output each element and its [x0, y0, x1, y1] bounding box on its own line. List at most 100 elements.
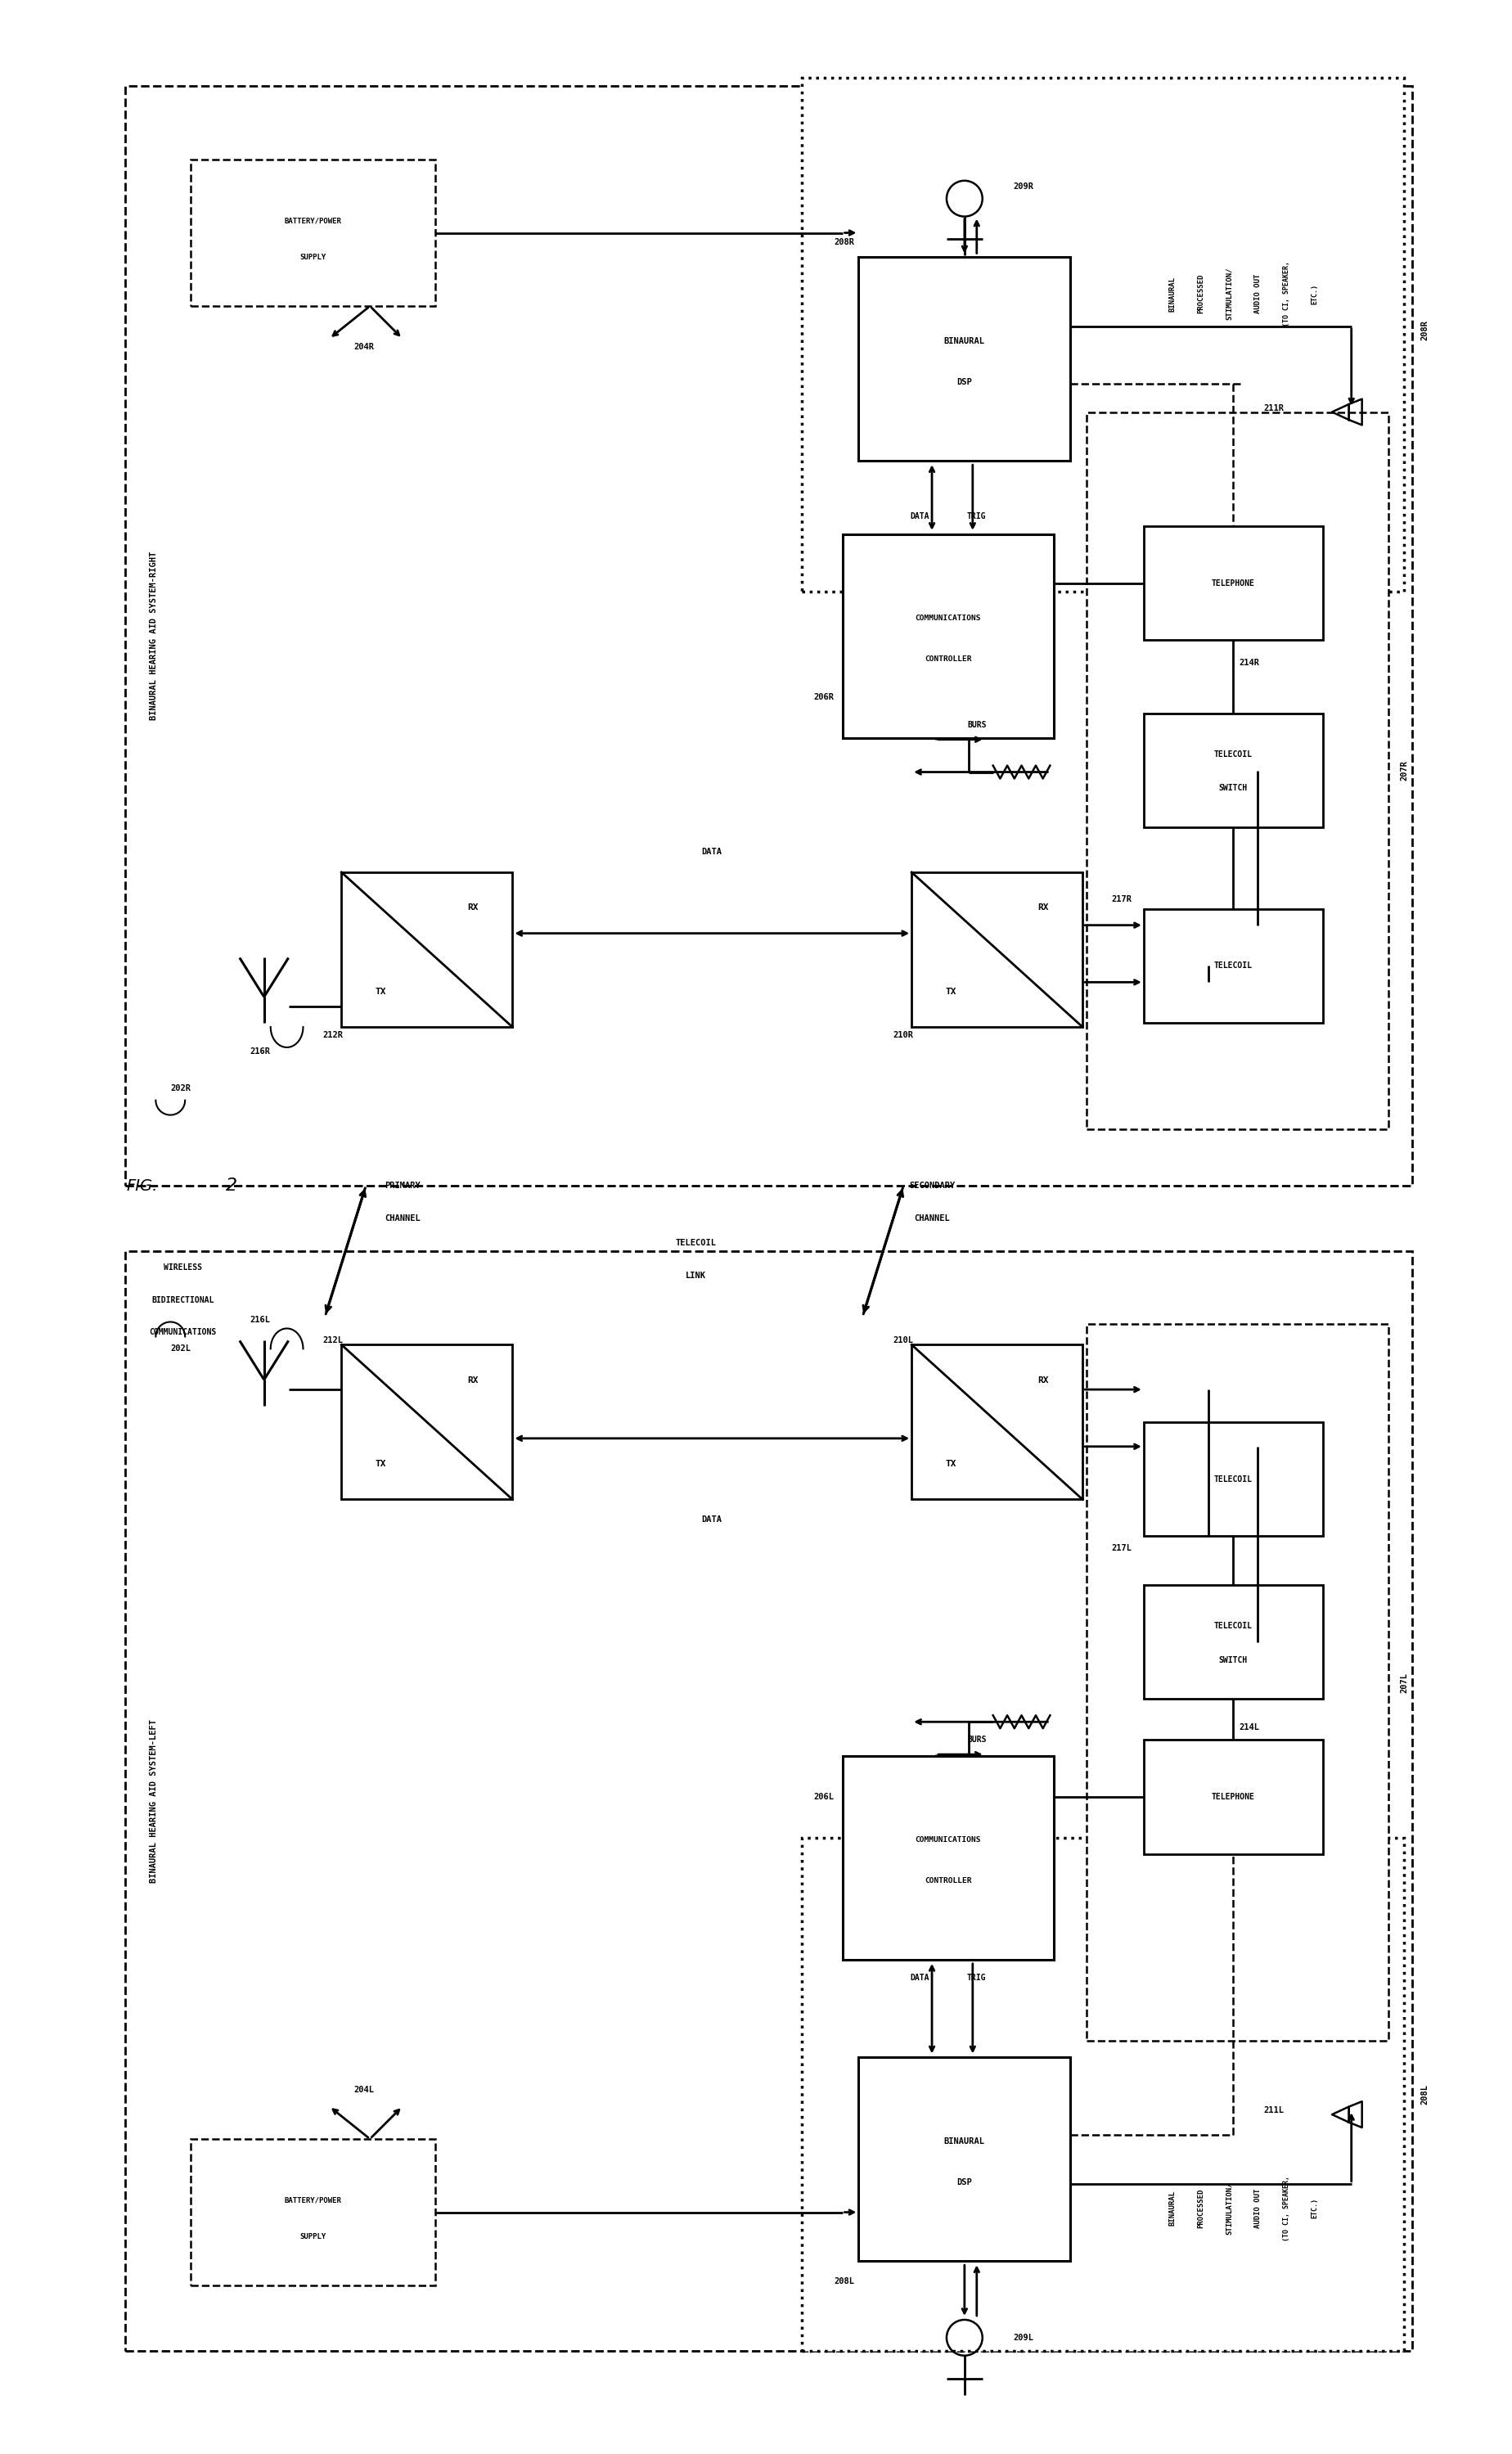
Text: BINAURAL: BINAURAL: [943, 2137, 984, 2145]
Text: BINAURAL HEARING AID SYSTEM-RIGHT: BINAURAL HEARING AID SYSTEM-RIGHT: [150, 552, 159, 721]
Text: SUPPLY: SUPPLY: [299, 253, 327, 260]
Text: TX: TX: [945, 987, 956, 996]
Text: PRIMARY: PRIMARY: [384, 1183, 420, 1190]
Text: 212R: 212R: [324, 1031, 343, 1038]
Text: TELECOIL: TELECOIL: [1214, 962, 1252, 969]
Text: 214R: 214R: [1238, 658, 1259, 667]
Text: TELECOIL: TELECOIL: [674, 1239, 715, 1247]
Text: 208R: 208R: [1420, 321, 1427, 341]
Text: BURS: BURS: [966, 1735, 986, 1745]
Text: 216R: 216R: [249, 1048, 271, 1055]
Text: AUDIO OUT: AUDIO OUT: [1253, 2189, 1261, 2228]
FancyBboxPatch shape: [1143, 714, 1321, 827]
Text: 207L: 207L: [1400, 1674, 1408, 1693]
Text: 209R: 209R: [1013, 182, 1033, 191]
Text: SWITCH: SWITCH: [1219, 1656, 1247, 1664]
Text: BINAURAL: BINAURAL: [1167, 2191, 1175, 2226]
Text: SUPPLY: SUPPLY: [299, 2233, 327, 2241]
Text: ETC.): ETC.): [1311, 285, 1318, 304]
Text: BATTERY/POWER: BATTERY/POWER: [284, 216, 342, 223]
Text: TRIG: TRIG: [966, 513, 986, 520]
FancyBboxPatch shape: [191, 160, 435, 307]
Text: 202L: 202L: [171, 1345, 191, 1352]
Text: 2: 2: [225, 1178, 237, 1195]
FancyBboxPatch shape: [342, 871, 513, 1028]
Text: 209L: 209L: [1013, 2334, 1033, 2341]
Text: 204R: 204R: [354, 344, 373, 351]
FancyBboxPatch shape: [1086, 412, 1388, 1129]
FancyBboxPatch shape: [801, 1838, 1403, 2351]
Text: RX: RX: [1037, 903, 1048, 913]
Text: 206L: 206L: [813, 1794, 833, 1801]
Text: SECONDARY: SECONDARY: [909, 1183, 954, 1190]
Text: RX: RX: [1037, 1377, 1048, 1384]
Text: DATA: DATA: [910, 513, 928, 520]
Text: 211L: 211L: [1263, 2106, 1284, 2115]
Text: 204L: 204L: [354, 2086, 373, 2093]
Text: 212L: 212L: [324, 1337, 343, 1345]
Text: DATA: DATA: [910, 1973, 928, 1983]
Text: CONTROLLER: CONTROLLER: [924, 655, 971, 663]
Text: BATTERY/POWER: BATTERY/POWER: [284, 2196, 342, 2204]
Text: BURS: BURS: [966, 721, 986, 729]
FancyBboxPatch shape: [859, 2056, 1070, 2260]
FancyBboxPatch shape: [1143, 1423, 1321, 1536]
FancyBboxPatch shape: [801, 79, 1403, 591]
Text: (TO CI, SPEAKER,: (TO CI, SPEAKER,: [1282, 260, 1290, 326]
FancyBboxPatch shape: [191, 2140, 435, 2285]
FancyBboxPatch shape: [125, 86, 1412, 1185]
Text: 207R: 207R: [1400, 761, 1408, 780]
Text: FIG.: FIG.: [125, 1178, 157, 1193]
FancyBboxPatch shape: [912, 1345, 1083, 1499]
Text: COMMUNICATIONS: COMMUNICATIONS: [148, 1328, 216, 1337]
Text: TELEPHONE: TELEPHONE: [1211, 579, 1255, 587]
FancyBboxPatch shape: [1143, 1585, 1321, 1698]
Text: 216L: 216L: [249, 1315, 271, 1325]
Text: COMMUNICATIONS: COMMUNICATIONS: [915, 1836, 981, 1843]
FancyBboxPatch shape: [342, 1345, 513, 1499]
Text: TX: TX: [945, 1460, 956, 1467]
Text: LINK: LINK: [685, 1271, 706, 1279]
FancyBboxPatch shape: [1143, 525, 1321, 640]
Text: 202R: 202R: [171, 1085, 191, 1092]
FancyBboxPatch shape: [1143, 908, 1321, 1023]
Text: 214L: 214L: [1238, 1723, 1259, 1733]
Text: 210L: 210L: [892, 1337, 913, 1345]
Text: 208R: 208R: [833, 238, 854, 248]
FancyBboxPatch shape: [912, 871, 1083, 1028]
Text: BINAURAL HEARING AID SYSTEM-LEFT: BINAURAL HEARING AID SYSTEM-LEFT: [150, 1720, 159, 1882]
Text: DSP: DSP: [956, 378, 972, 385]
Text: 217R: 217R: [1110, 896, 1131, 903]
Text: COMMUNICATIONS: COMMUNICATIONS: [915, 614, 981, 621]
Text: TX: TX: [375, 1460, 386, 1467]
Text: TRIG: TRIG: [966, 1973, 986, 1983]
FancyBboxPatch shape: [842, 1757, 1054, 1961]
Text: TELECOIL: TELECOIL: [1214, 751, 1252, 758]
Text: 211R: 211R: [1263, 405, 1284, 412]
Text: DSP: DSP: [956, 2179, 972, 2187]
Text: 210R: 210R: [892, 1031, 913, 1038]
FancyBboxPatch shape: [859, 258, 1070, 461]
Text: ETC.): ETC.): [1311, 2199, 1318, 2218]
Text: AUDIO OUT: AUDIO OUT: [1253, 275, 1261, 314]
Text: WIRELESS: WIRELESS: [163, 1264, 201, 1271]
Text: RX: RX: [467, 903, 478, 913]
Text: TELEPHONE: TELEPHONE: [1211, 1794, 1255, 1801]
Text: TELECOIL: TELECOIL: [1214, 1622, 1252, 1629]
Text: BIDIRECTIONAL: BIDIRECTIONAL: [151, 1296, 213, 1303]
Text: 208L: 208L: [833, 2277, 854, 2285]
Text: CHANNEL: CHANNEL: [384, 1215, 420, 1222]
Text: PROCESSED: PROCESSED: [1196, 2189, 1204, 2228]
FancyBboxPatch shape: [1086, 1325, 1388, 2042]
Text: DATA: DATA: [702, 847, 721, 856]
Text: STIMULATION/: STIMULATION/: [1225, 2182, 1232, 2236]
Text: SWITCH: SWITCH: [1219, 785, 1247, 793]
Text: (TO CI, SPEAKER,: (TO CI, SPEAKER,: [1282, 2174, 1290, 2241]
Text: PROCESSED: PROCESSED: [1196, 275, 1204, 314]
Text: 206R: 206R: [813, 692, 833, 702]
Text: BINAURAL: BINAURAL: [1167, 277, 1175, 312]
Text: TELECOIL: TELECOIL: [1214, 1475, 1252, 1482]
Text: CONTROLLER: CONTROLLER: [924, 1877, 971, 1885]
Text: BINAURAL: BINAURAL: [943, 336, 984, 346]
FancyBboxPatch shape: [125, 1252, 1412, 2351]
